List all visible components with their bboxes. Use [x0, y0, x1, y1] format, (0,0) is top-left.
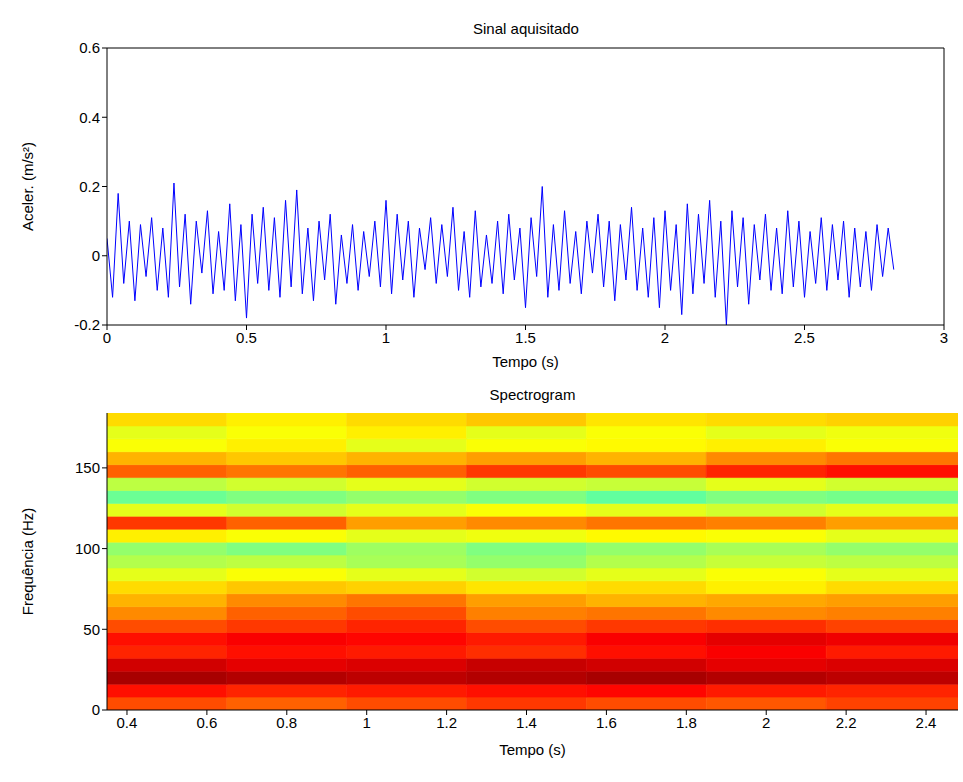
svg-text:Frequência (Hz): Frequência (Hz) — [19, 508, 36, 616]
svg-text:100: 100 — [75, 540, 100, 557]
html-text:Spectrogram: Spectrogram — [489, 386, 576, 403]
svg-text:2: 2 — [661, 329, 669, 346]
svg-text:1: 1 — [382, 329, 390, 346]
svg-text:1.2: 1.2 — [436, 714, 457, 731]
svg-text:0.6: 0.6 — [196, 714, 217, 731]
svg-text:2.5: 2.5 — [794, 329, 815, 346]
svg-text:1.5: 1.5 — [515, 329, 536, 346]
svg-text:Tempo (s): Tempo (s) — [499, 741, 566, 758]
svg-text:1.4: 1.4 — [516, 714, 537, 731]
svg-text:0.8: 0.8 — [276, 714, 297, 731]
svg-text:0.5: 0.5 — [236, 329, 257, 346]
svg-text:1.8: 1.8 — [676, 714, 697, 731]
svg-text:150: 150 — [75, 459, 100, 476]
svg-text:0.4: 0.4 — [79, 109, 100, 126]
svg-text:-0.2: -0.2 — [74, 316, 100, 333]
svg-text:Tempo (s): Tempo (s) — [492, 353, 559, 370]
svg-text:1: 1 — [363, 714, 371, 731]
svg-text:1.6: 1.6 — [596, 714, 617, 731]
svg-text:2: 2 — [762, 714, 770, 731]
svg-text:0.2: 0.2 — [79, 178, 100, 195]
svg-text:0: 0 — [103, 329, 111, 346]
svg-text:2.4: 2.4 — [916, 714, 937, 731]
svg-text:3: 3 — [940, 329, 948, 346]
html-text:Sinal aquisitado: Sinal aquisitado — [473, 20, 579, 37]
svg-text:0.4: 0.4 — [117, 714, 138, 731]
svg-text:0: 0 — [92, 247, 100, 264]
svg-text:50: 50 — [83, 621, 100, 638]
svg-text:2.2: 2.2 — [836, 714, 857, 731]
svg-text:0: 0 — [92, 701, 100, 718]
svg-text:Aceler. (m/s²): Aceler. (m/s²) — [19, 142, 36, 231]
svg-text:0.6: 0.6 — [79, 39, 100, 56]
